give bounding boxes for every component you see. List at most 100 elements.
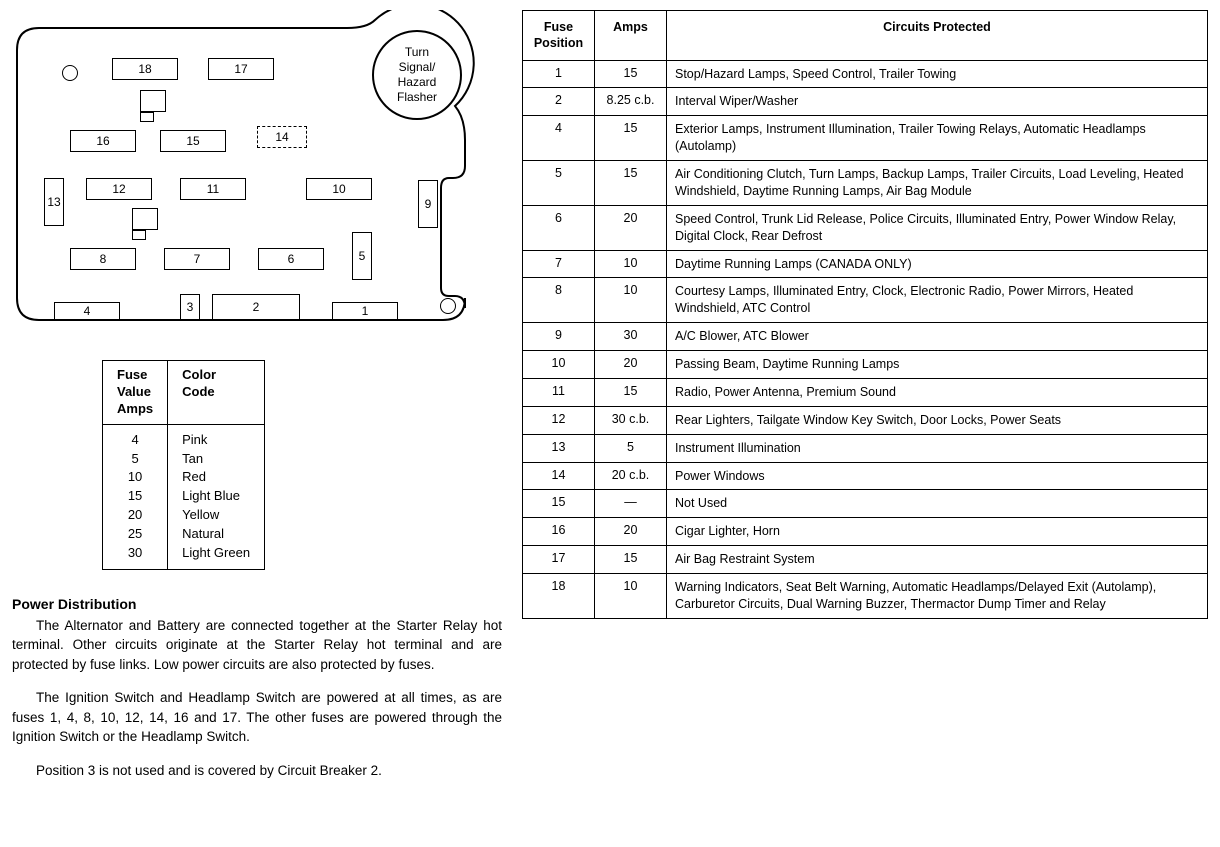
cell-circuits-protected: Radio, Power Antenna, Premium Sound [667,378,1208,406]
color-row-color: Light Blue [182,487,250,506]
cell-circuits-protected: Courtesy Lamps, Illuminated Entry, Clock… [667,278,1208,323]
fuse-slot-14: 14 [257,126,307,148]
cell-amps: 30 [595,323,667,351]
cell-fuse-position: 2 [523,88,595,116]
cell-fuse-position: 15 [523,490,595,518]
cell-amps: — [595,490,667,518]
cell-circuits-protected: Stop/Hazard Lamps, Speed Control, Traile… [667,60,1208,88]
fuse-slot-16: 16 [70,130,136,152]
fuse-slot-13: 13 [44,178,64,226]
color-row-color: Natural [182,525,250,544]
fuse-slot-17: 17 [208,58,274,80]
diagram-notch [140,112,154,122]
table-row: 115Stop/Hazard Lamps, Speed Control, Tra… [523,60,1208,88]
color-row-amps: 15 [125,487,145,506]
fuse-slot-12: 12 [86,178,152,200]
fuse-color-code-table: FuseValueAmps ColorCode 451015202530 Pin… [102,360,265,570]
cell-amps: 30 c.b. [595,406,667,434]
cell-amps: 15 [595,546,667,574]
prose-paragraph-3: Position 3 is not used and is covered by… [12,761,502,781]
cell-circuits-protected: Cigar Lighter, Horn [667,518,1208,546]
cell-circuits-protected: Not Used [667,490,1208,518]
fuse-slot-4: 4 [54,302,120,320]
color-row-amps: 25 [125,525,145,544]
cell-amps: 20 [595,205,667,250]
circuits-header-position: FusePosition [523,11,595,61]
mounting-hole-icon [62,65,78,81]
power-distribution-text: Power Distribution The Alternator and Ba… [12,596,502,781]
color-table-header-amps: FuseValueAmps [103,361,168,425]
table-row: 28.25 c.b.Interval Wiper/Washer [523,88,1208,116]
fuse-slot-8: 8 [70,248,136,270]
cell-amps: 10 [595,278,667,323]
cell-fuse-position: 10 [523,351,595,379]
table-row: 1715Air Bag Restraint System [523,546,1208,574]
color-row-amps: 4 [125,431,145,450]
cell-fuse-position: 1 [523,60,595,88]
table-row: 515Air Conditioning Clutch, Turn Lamps, … [523,161,1208,206]
cell-fuse-position: 11 [523,378,595,406]
turn-signal-hazard-flasher: TurnSignal/HazardFlasher [372,30,462,120]
cell-circuits-protected: Rear Lighters, Tailgate Window Key Switc… [667,406,1208,434]
color-row-color: Light Green [182,544,250,563]
circuits-header-desc: Circuits Protected [667,11,1208,61]
cell-amps: 15 [595,116,667,161]
cell-circuits-protected: Daytime Running Lamps (CANADA ONLY) [667,250,1208,278]
cell-fuse-position: 9 [523,323,595,351]
color-row-amps: 30 [125,544,145,563]
cell-fuse-position: 18 [523,574,595,619]
diagram-notch [140,90,166,112]
cell-fuse-position: 13 [523,434,595,462]
cell-fuse-position: 8 [523,278,595,323]
table-row: 620Speed Control, Trunk Lid Release, Pol… [523,205,1208,250]
table-row: 1620Cigar Lighter, Horn [523,518,1208,546]
cell-fuse-position: 14 [523,462,595,490]
color-row-color: Red [182,468,250,487]
cell-fuse-position: 12 [523,406,595,434]
table-row: 710Daytime Running Lamps (CANADA ONLY) [523,250,1208,278]
cell-fuse-position: 6 [523,205,595,250]
fuse-slot-9: 9 [418,180,438,228]
table-row: 1020Passing Beam, Daytime Running Lamps [523,351,1208,379]
cell-fuse-position: 16 [523,518,595,546]
cell-amps: 10 [595,250,667,278]
table-row: 135Instrument Illumination [523,434,1208,462]
color-row-amps: 20 [125,506,145,525]
fuse-slot-15: 15 [160,130,226,152]
cell-amps: 20 [595,518,667,546]
cell-amps: 20 [595,351,667,379]
prose-paragraph-2: The Ignition Switch and Headlamp Switch … [12,688,502,747]
fuse-slot-2: 2 [212,294,300,320]
cell-amps: 15 [595,378,667,406]
cell-circuits-protected: Speed Control, Trunk Lid Release, Police… [667,205,1208,250]
diagram-notch [132,208,158,230]
color-row-amps: 10 [125,468,145,487]
cell-amps: 15 [595,161,667,206]
cell-circuits-protected: Warning Indicators, Seat Belt Warning, A… [667,574,1208,619]
fuse-slot-7: 7 [164,248,230,270]
table-row: 415Exterior Lamps, Instrument Illuminati… [523,116,1208,161]
fuse-slot-11: 11 [180,178,246,200]
cell-fuse-position: 7 [523,250,595,278]
cell-circuits-protected: Exterior Lamps, Instrument Illumination,… [667,116,1208,161]
cell-circuits-protected: Air Bag Restraint System [667,546,1208,574]
color-row-amps: 5 [125,450,145,469]
fuse-slot-3: 3 [180,294,200,320]
fuse-slot-1: 1 [332,302,398,320]
mounting-hole-icon [440,298,456,314]
cell-circuits-protected: Air Conditioning Clutch, Turn Lamps, Bac… [667,161,1208,206]
table-row: 1420 c.b.Power Windows [523,462,1208,490]
cell-circuits-protected: Passing Beam, Daytime Running Lamps [667,351,1208,379]
table-row: 810Courtesy Lamps, Illuminated Entry, Cl… [523,278,1208,323]
cell-circuits-protected: Instrument Illumination [667,434,1208,462]
cell-fuse-position: 17 [523,546,595,574]
fuse-slot-5: 5 [352,232,372,280]
diagram-notch [132,230,146,240]
cell-amps: 10 [595,574,667,619]
table-row: 15—Not Used [523,490,1208,518]
table-row: 1810Warning Indicators, Seat Belt Warnin… [523,574,1208,619]
table-row: 1115Radio, Power Antenna, Premium Sound [523,378,1208,406]
cell-amps: 5 [595,434,667,462]
fuse-slot-10: 10 [306,178,372,200]
cell-amps: 8.25 c.b. [595,88,667,116]
